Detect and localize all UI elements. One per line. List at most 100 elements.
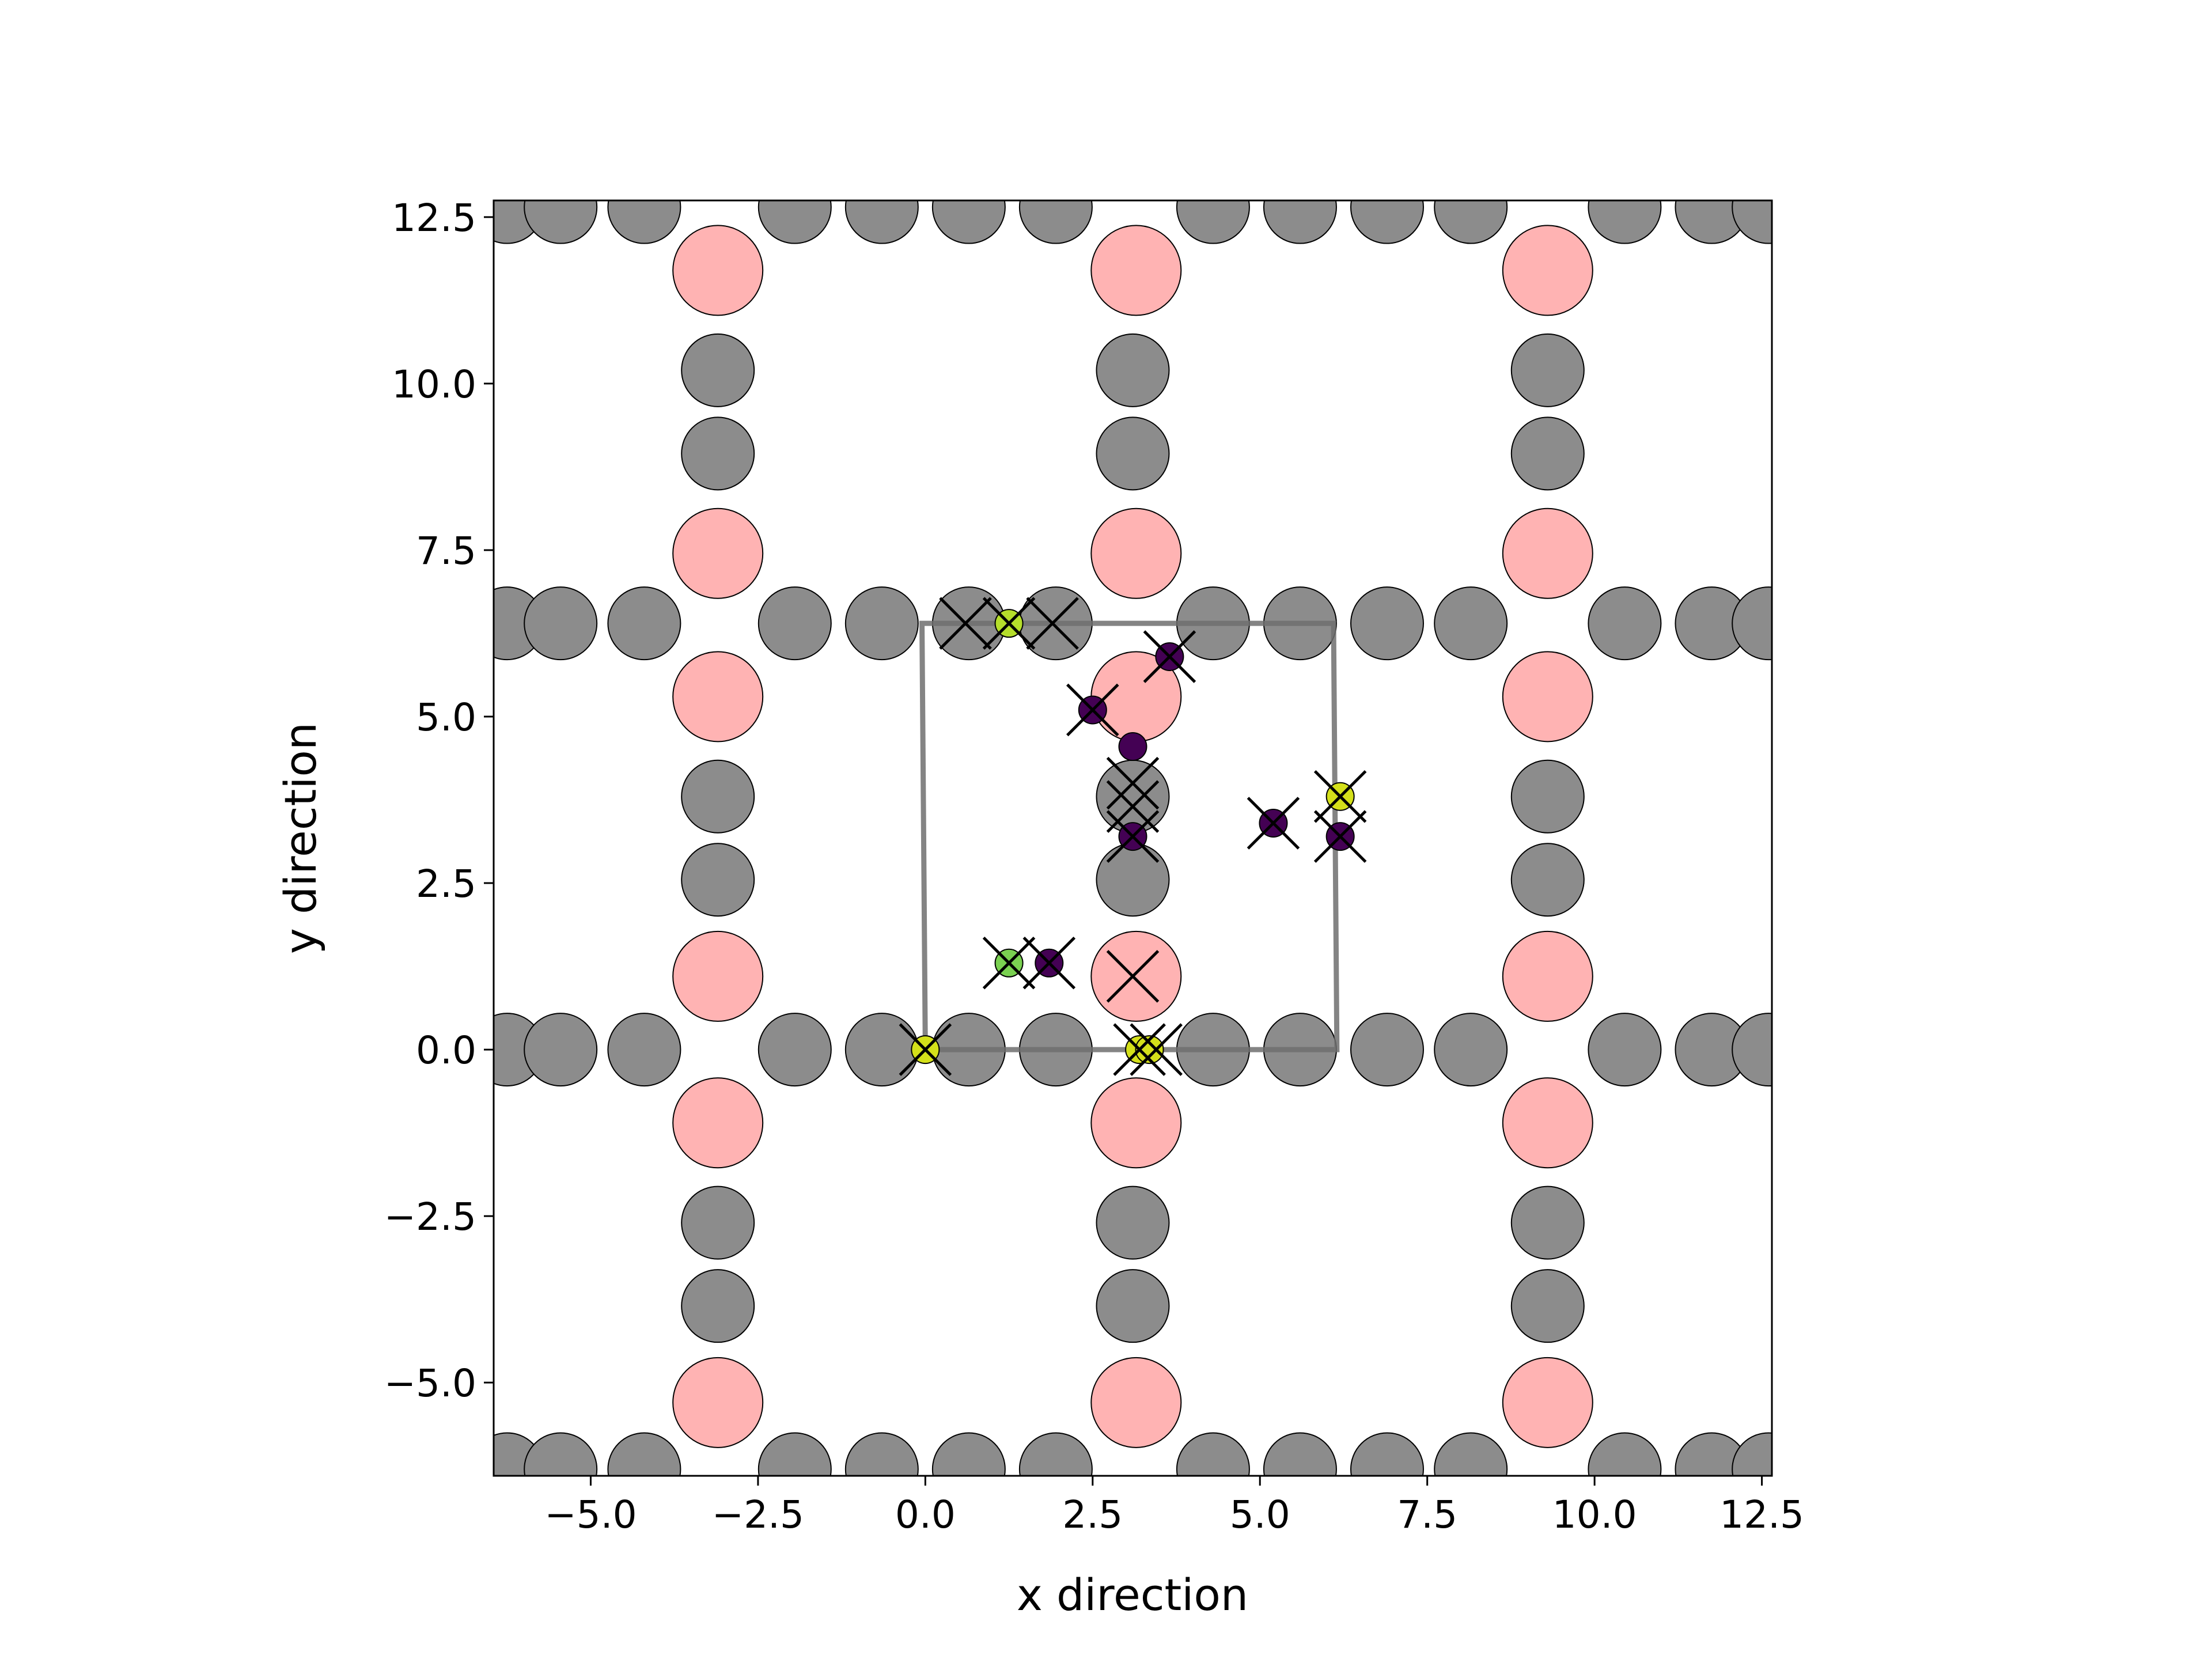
atom xyxy=(844,1013,919,1087)
atom xyxy=(1588,200,1662,244)
x-marker xyxy=(1313,810,1367,863)
atom xyxy=(1732,586,1772,661)
atom xyxy=(672,930,764,1022)
atom xyxy=(844,1432,919,1476)
atom xyxy=(1090,1357,1182,1448)
x-marker xyxy=(1106,950,1160,1003)
atom xyxy=(1135,1035,1164,1065)
atom xyxy=(524,1013,598,1087)
atom xyxy=(844,200,919,244)
y-tick-label: 12.5 xyxy=(392,196,476,240)
atom xyxy=(1510,416,1585,491)
atom xyxy=(672,1077,764,1169)
x-marker xyxy=(1106,780,1160,833)
atom xyxy=(1350,1013,1424,1087)
atom xyxy=(524,1432,598,1476)
atom xyxy=(1510,1185,1585,1260)
plot-area xyxy=(494,200,1772,1476)
atom xyxy=(1732,1013,1772,1087)
atom xyxy=(681,1269,755,1343)
x-marker xyxy=(1247,797,1300,850)
atom xyxy=(1096,416,1170,491)
atom xyxy=(1510,759,1585,834)
atom xyxy=(757,200,832,244)
atom xyxy=(1434,200,1508,244)
atom xyxy=(1096,1269,1170,1343)
atom xyxy=(607,586,681,661)
atom xyxy=(1588,1013,1662,1087)
atom xyxy=(1502,225,1593,316)
x-marker xyxy=(982,597,1036,650)
atom xyxy=(1090,930,1182,1022)
x-marker xyxy=(1026,597,1079,650)
atom xyxy=(1090,507,1182,599)
atom xyxy=(1263,1432,1337,1476)
atom xyxy=(607,1013,681,1087)
atom xyxy=(607,1432,681,1476)
atom xyxy=(1096,843,1170,917)
atom xyxy=(1018,200,1093,244)
x-tick-label: −2.5 xyxy=(712,1493,804,1537)
atom xyxy=(931,1432,1006,1476)
atom xyxy=(681,416,755,491)
atom xyxy=(931,200,1006,244)
atom xyxy=(1350,586,1424,661)
x-marker xyxy=(1113,1023,1166,1076)
x-axis-label: x direction xyxy=(1017,1569,1248,1620)
atom xyxy=(1096,759,1170,834)
atom xyxy=(681,759,755,834)
atom xyxy=(1502,507,1593,599)
x-marker xyxy=(1106,810,1160,863)
y-tick-label: −2.5 xyxy=(384,1195,476,1239)
atom xyxy=(1732,1432,1772,1476)
atom xyxy=(1090,1077,1182,1169)
atom xyxy=(1732,200,1772,244)
atom xyxy=(1588,586,1662,661)
atom xyxy=(844,586,919,661)
atom xyxy=(681,843,755,917)
atom xyxy=(1502,1077,1593,1169)
x-tick-label: −5.0 xyxy=(544,1493,637,1537)
y-tick-label: 7.5 xyxy=(416,529,476,573)
atom xyxy=(1350,1432,1424,1476)
atom xyxy=(681,333,755,407)
x-marker xyxy=(1313,770,1367,823)
atom xyxy=(1588,1432,1662,1476)
y-tick-label: 10.0 xyxy=(392,362,476,407)
atom xyxy=(757,586,832,661)
atom xyxy=(757,1013,832,1087)
axes-frame xyxy=(493,199,1773,1477)
atom xyxy=(1434,1432,1508,1476)
atom xyxy=(1096,1185,1170,1260)
atom xyxy=(1350,200,1424,244)
x-marker xyxy=(982,937,1036,990)
atom xyxy=(672,651,764,743)
atom xyxy=(1176,1432,1250,1476)
x-marker xyxy=(1106,756,1160,810)
x-marker xyxy=(1066,683,1119,737)
atom xyxy=(1434,586,1508,661)
y-axis-label: y direction xyxy=(275,722,326,954)
atom xyxy=(1502,930,1593,1022)
atom xyxy=(1502,1357,1593,1448)
atom xyxy=(607,200,681,244)
atom xyxy=(672,507,764,599)
y-tick-label: 0.0 xyxy=(416,1028,476,1073)
x-marker xyxy=(1130,1023,1183,1076)
atom xyxy=(757,1432,832,1476)
atom xyxy=(1096,333,1170,407)
atom xyxy=(1510,333,1585,407)
y-tick-label: 2.5 xyxy=(416,862,476,906)
x-marker xyxy=(1022,937,1076,990)
atom xyxy=(1510,1269,1585,1343)
atom xyxy=(1176,200,1250,244)
atom xyxy=(1502,651,1593,743)
atom xyxy=(1018,1432,1093,1476)
atom xyxy=(681,1185,755,1260)
atom xyxy=(524,586,598,661)
atom xyxy=(1510,843,1585,917)
atom xyxy=(1118,732,1147,762)
x-tick-label: 5.0 xyxy=(1230,1493,1290,1537)
x-tick-label: 7.5 xyxy=(1397,1493,1457,1537)
x-marker xyxy=(1143,630,1196,683)
